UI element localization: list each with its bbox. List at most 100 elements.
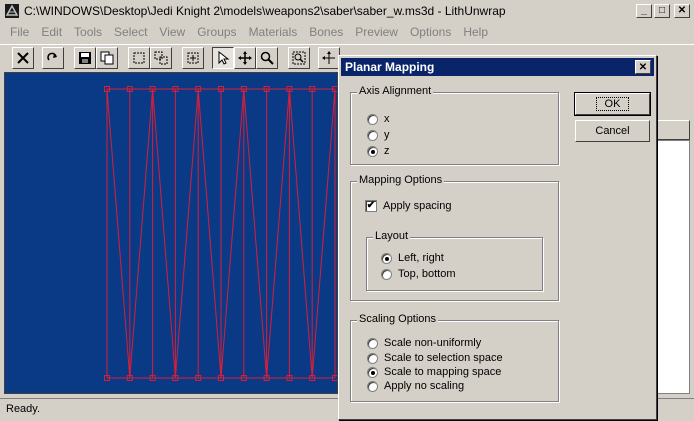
multi-select-button[interactable] xyxy=(150,47,172,69)
mesh-vertex[interactable] xyxy=(195,375,202,381)
apply-no-scaling-radio[interactable] xyxy=(367,380,378,392)
mesh-vertex[interactable] xyxy=(126,375,133,381)
mesh-edge-diagonal xyxy=(220,88,245,379)
toolbar xyxy=(0,44,694,71)
save-icon xyxy=(79,52,91,64)
save-button[interactable] xyxy=(74,47,96,69)
close-icon: ✕ xyxy=(638,61,648,73)
menu-materials[interactable]: Materials xyxy=(248,25,298,39)
menu-preview[interactable]: Preview xyxy=(355,25,398,39)
axis-z-option[interactable]: z xyxy=(367,145,390,157)
layout-top-bottom-option[interactable]: Top, bottom xyxy=(381,268,455,280)
menu-file[interactable]: File xyxy=(10,25,30,39)
axis-z-radio[interactable] xyxy=(367,145,378,157)
pointer-button[interactable] xyxy=(212,47,234,69)
mesh-vertex[interactable] xyxy=(286,86,293,92)
axis-alignment-label: Axis Alignment xyxy=(357,85,434,97)
mesh-vertex[interactable] xyxy=(149,86,156,92)
delete-button[interactable] xyxy=(12,47,34,69)
dialog-close-button[interactable]: ✕ xyxy=(635,60,651,74)
mesh-vertex[interactable] xyxy=(309,86,316,92)
zoom-fit-icon xyxy=(292,51,306,65)
center-icon xyxy=(187,52,199,64)
mesh-vertex[interactable] xyxy=(240,375,247,381)
mesh-vertex[interactable] xyxy=(218,86,224,92)
title-bar[interactable]: C:\WINDOWS\Desktop\Jedi Knight 2\models\… xyxy=(0,0,694,22)
menu-select[interactable]: Select xyxy=(114,25,148,39)
zoom-button[interactable] xyxy=(256,47,278,69)
axis-y-label: y xyxy=(384,129,390,141)
menu-groups[interactable]: Groups xyxy=(197,25,237,39)
cancel-button[interactable]: Cancel xyxy=(575,120,650,142)
uv-viewport[interactable] xyxy=(4,72,338,394)
copy-button[interactable] xyxy=(96,47,118,69)
menu-tools[interactable]: Tools xyxy=(74,25,103,39)
layout-left-right-option[interactable]: Left, right xyxy=(381,252,444,264)
ok-button[interactable]: OK xyxy=(574,92,651,116)
mesh-edge-diagonal xyxy=(288,88,313,379)
cancel-button-label: Cancel xyxy=(595,125,630,137)
side-panel-list[interactable] xyxy=(654,140,690,394)
mesh-vertex[interactable] xyxy=(195,86,202,92)
mesh-vertex[interactable] xyxy=(172,86,179,92)
mesh-edge-diagonal xyxy=(106,88,131,379)
mesh-vertex[interactable] xyxy=(263,86,270,92)
close-button[interactable]: ✕ xyxy=(674,4,690,18)
layout-top-bottom-radio[interactable] xyxy=(381,268,392,280)
axis-x-radio[interactable] xyxy=(367,113,378,125)
mesh-vertex[interactable] xyxy=(172,375,179,381)
scale-non-uniform-option[interactable]: Scale non-uniformly xyxy=(367,337,481,349)
menu-bones[interactable]: Bones xyxy=(309,25,344,39)
mesh-edge-diagonal xyxy=(311,88,336,379)
center-button[interactable] xyxy=(182,47,204,69)
status-text: Ready. xyxy=(6,403,41,415)
maximize-icon: □ xyxy=(658,5,666,16)
multi-select-icon xyxy=(154,51,168,65)
mesh-vertex[interactable] xyxy=(263,375,270,381)
axis-x-label: x xyxy=(384,113,390,125)
mesh-vertex[interactable] xyxy=(332,86,338,92)
minimize-button[interactable]: _ xyxy=(636,4,652,18)
window-title: C:\WINDOWS\Desktop\Jedi Knight 2\models\… xyxy=(24,4,506,18)
apply-spacing-label: Apply spacing xyxy=(383,200,452,212)
apply-no-scaling-option[interactable]: Apply no scaling xyxy=(367,380,464,392)
scale-mapping-label: Scale to mapping space xyxy=(384,366,502,378)
mesh-vertex[interactable] xyxy=(149,375,156,381)
mesh-vertex[interactable] xyxy=(104,86,110,92)
apply-spacing-checkbox[interactable]: ✔ xyxy=(365,200,377,212)
axis-y-option[interactable]: y xyxy=(367,129,390,141)
layout-left-right-label: Left, right xyxy=(398,252,444,264)
mesh-vertex[interactable] xyxy=(332,375,338,381)
apply-spacing-option[interactable]: ✔ Apply spacing xyxy=(365,200,452,212)
scale-selection-option[interactable]: Scale to selection space xyxy=(367,352,503,364)
redo-button[interactable] xyxy=(42,47,64,69)
scale-selection-radio[interactable] xyxy=(367,352,378,364)
axis-x-option[interactable]: x xyxy=(367,113,390,125)
mesh-edge-diagonal xyxy=(266,88,290,379)
mesh-vertex[interactable] xyxy=(309,375,316,381)
maximize-button[interactable]: □ xyxy=(654,4,670,18)
mesh-vertex[interactable] xyxy=(104,375,110,381)
menu-view[interactable]: View xyxy=(159,25,186,39)
mesh-vertex[interactable] xyxy=(240,86,247,92)
scale-mapping-radio[interactable] xyxy=(367,366,378,378)
delete-icon xyxy=(17,52,29,64)
rect-select-button[interactable] xyxy=(128,47,150,69)
zoom-fit-button[interactable] xyxy=(288,47,310,69)
mesh-vertex[interactable] xyxy=(218,375,224,381)
pan-button[interactable] xyxy=(318,47,340,69)
scale-mapping-option[interactable]: Scale to mapping space xyxy=(367,366,501,378)
menu-help[interactable]: Help xyxy=(463,25,489,39)
layout-left-right-radio[interactable] xyxy=(381,252,392,264)
menu-edit[interactable]: Edit xyxy=(41,25,63,39)
rect-select-icon xyxy=(133,52,145,64)
scale-non-uniform-radio[interactable] xyxy=(367,337,378,349)
menu-options[interactable]: Options xyxy=(409,25,452,39)
move-button[interactable] xyxy=(234,47,256,69)
mesh-vertex[interactable] xyxy=(286,375,293,381)
ok-button-label: OK xyxy=(595,97,630,111)
dialog-title-bar[interactable]: Planar Mapping ✕ xyxy=(341,58,654,76)
axis-y-radio[interactable] xyxy=(367,129,378,141)
mesh-vertex[interactable] xyxy=(126,86,133,92)
scaling-options-group: Scaling Options Scale non-uniformly Scal… xyxy=(350,313,559,402)
